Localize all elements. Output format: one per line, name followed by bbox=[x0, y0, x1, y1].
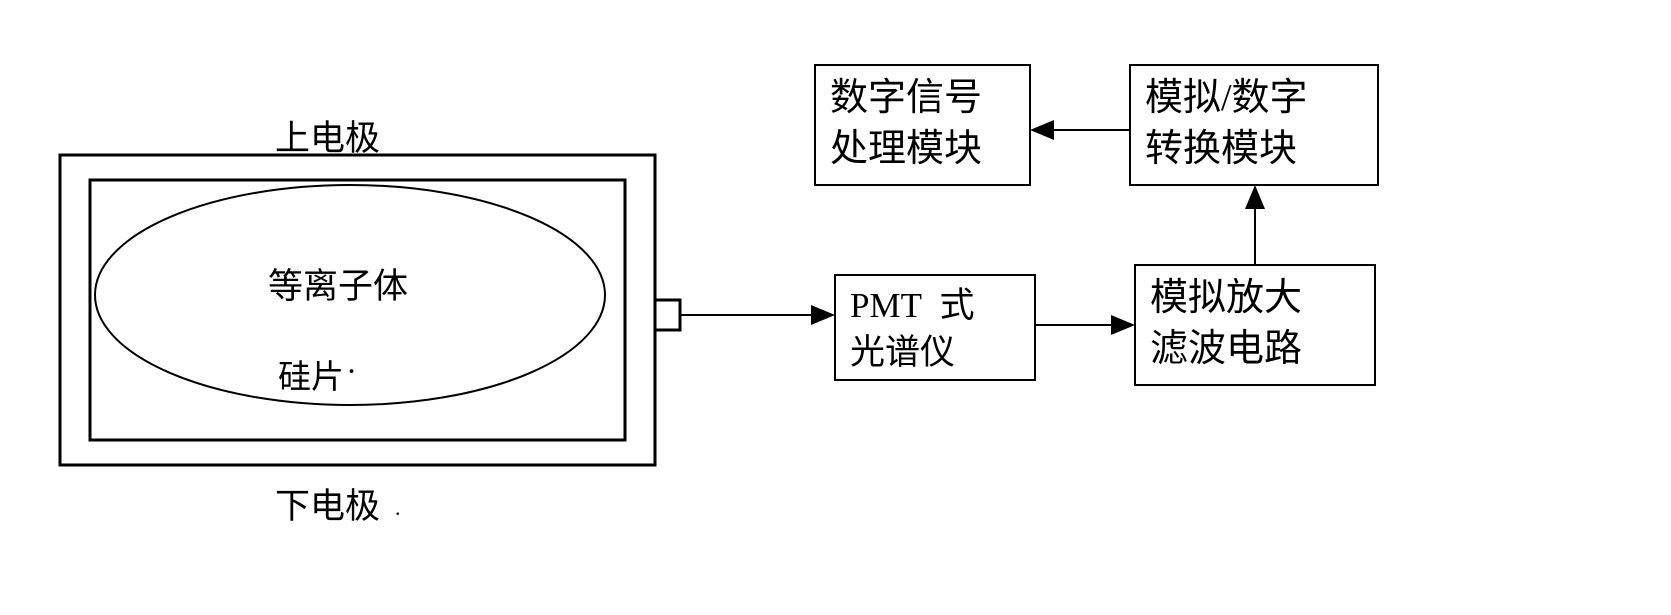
adc-text: 模拟/数字 转换模块 bbox=[1145, 73, 1308, 176]
spectrometer-text: PMT 式 光谱仪 bbox=[850, 282, 974, 377]
adc-line2: 转换模块 bbox=[1145, 124, 1308, 175]
wafer-text: 硅片 bbox=[278, 360, 344, 396]
adc-line1: 模拟/数字 bbox=[1145, 73, 1308, 124]
amp-filter-line2: 滤波电路 bbox=[1150, 324, 1302, 375]
amp-filter-text: 模拟放大 滤波电路 bbox=[1150, 273, 1302, 376]
wafer-label: 硅片· bbox=[278, 350, 355, 398]
bottom-electrode-dot: . bbox=[395, 495, 401, 521]
spectrometer-line1-suffix: 式 bbox=[939, 286, 974, 325]
amp-filter-line1: 模拟放大 bbox=[1150, 273, 1302, 324]
chamber-output-port bbox=[655, 300, 680, 330]
dsp-text: 数字信号 处理模块 bbox=[830, 73, 982, 176]
spectrometer-line2: 光谱仪 bbox=[850, 329, 974, 376]
top-electrode-label: 上电极 bbox=[275, 110, 380, 161]
dsp-line2: 处理模块 bbox=[830, 124, 982, 175]
wafer-dot: · bbox=[346, 354, 357, 390]
spectrometer-line1: PMT bbox=[850, 286, 922, 325]
plasma-label: 等离子体 bbox=[268, 258, 408, 309]
dsp-line1: 数字信号 bbox=[830, 73, 982, 124]
bottom-electrode-label: 下电极 bbox=[275, 478, 380, 529]
chamber-inner bbox=[90, 180, 625, 440]
chamber-outer bbox=[60, 155, 655, 465]
